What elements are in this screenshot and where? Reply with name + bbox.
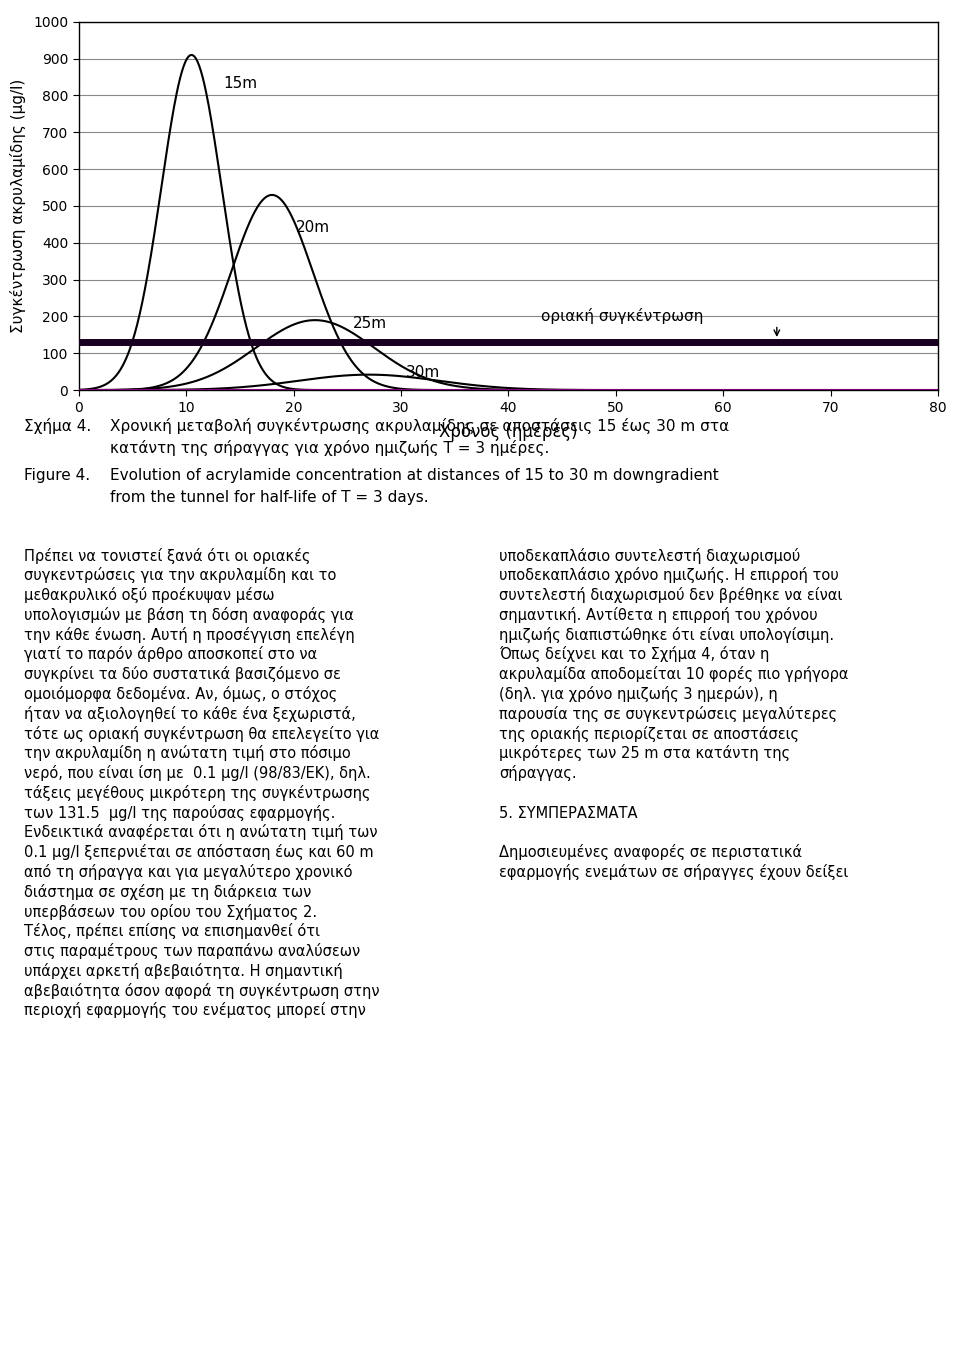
Text: 5. ΣΥΜΠΕΡΑΣΜΑΤΑ: 5. ΣΥΜΠΕΡΑΣΜΑΤΑ [499, 806, 637, 821]
Text: της οριακής περιορίζεται σε αποστάσεις: της οριακής περιορίζεται σε αποστάσεις [499, 726, 799, 742]
Text: τάξεις μεγέθους μικρότερη της συγκέντρωσης: τάξεις μεγέθους μικρότερη της συγκέντρωσ… [24, 784, 371, 801]
Text: γιατί το παρόν άρθρο αποσκοπεί στο να: γιατί το παρόν άρθρο αποσκοπεί στο να [24, 647, 317, 663]
Text: Όπως δείχνει και το Σχήμα 4, όταν η: Όπως δείχνει και το Σχήμα 4, όταν η [499, 647, 770, 663]
Text: υποδεκαπλάσιο συντελεστή διαχωρισμού: υποδεκαπλάσιο συντελεστή διαχωρισμού [499, 547, 801, 563]
Text: υπερβάσεων του ορίου του Σχήματος 2.: υπερβάσεων του ορίου του Σχήματος 2. [24, 903, 317, 919]
Text: Ενδεικτικά αναφέρεται ότι η ανώτατη τιμή των: Ενδεικτικά αναφέρεται ότι η ανώτατη τιμή… [24, 824, 377, 840]
Text: Πρέπει να τονιστεί ξανά ότι οι οριακές: Πρέπει να τονιστεί ξανά ότι οι οριακές [24, 547, 310, 563]
Text: νερό, που είναι ίση με  0.1 μg/l (98/83/ΕΚ), δηλ.: νερό, που είναι ίση με 0.1 μg/l (98/83/Ε… [24, 765, 371, 782]
Y-axis label: Συγκέντρωση ακρυλαμίδης (μg/l): Συγκέντρωση ακρυλαμίδης (μg/l) [11, 79, 26, 333]
Text: συγκρίνει τα δύο συστατικά βασιζόμενο σε: συγκρίνει τα δύο συστατικά βασιζόμενο σε [24, 666, 341, 682]
Text: την ακρυλαμίδη η ανώτατη τιμή στο πόσιμο: την ακρυλαμίδη η ανώτατη τιμή στο πόσιμο [24, 745, 350, 761]
Text: ακρυλαμίδα αποδομείται 10 φορές πιο γρήγορα: ακρυλαμίδα αποδομείται 10 φορές πιο γρήγ… [499, 666, 849, 682]
Text: από τη σήραγγα και για μεγαλύτερο χρονικό: από τη σήραγγα και για μεγαλύτερο χρονικ… [24, 863, 352, 880]
Text: εφαρμογής ενεμάτων σε σήραγγες έχουν δείξει: εφαρμογής ενεμάτων σε σήραγγες έχουν δεί… [499, 863, 849, 880]
Text: (δηλ. για χρόνο ημιζωής 3 ημερών), η: (δηλ. για χρόνο ημιζωής 3 ημερών), η [499, 686, 778, 702]
Text: υπολογισμών με βάση τη δόση αναφοράς για: υπολογισμών με βάση τη δόση αναφοράς για [24, 607, 354, 623]
Text: υπάρχει αρκετή αβεβαιότητα. Η σημαντική: υπάρχει αρκετή αβεβαιότητα. Η σημαντική [24, 963, 343, 979]
Text: σημαντική. Αντίθετα η επιρροή του χρόνου: σημαντική. Αντίθετα η επιρροή του χρόνου [499, 607, 818, 623]
Text: στις παραμέτρους των παραπάνω αναλύσεων: στις παραμέτρους των παραπάνω αναλύσεων [24, 943, 360, 959]
Text: Χρονική μεταβολή συγκέντρωσης ακρυλαμίδης σε αποστάσεις 15 έως 30 m στα: Χρονική μεταβολή συγκέντρωσης ακρυλαμίδη… [110, 417, 730, 434]
Text: Σχήμα 4.: Σχήμα 4. [24, 417, 91, 434]
Text: συγκεντρώσεις για την ακρυλαμίδη και το: συγκεντρώσεις για την ακρυλαμίδη και το [24, 567, 336, 584]
Text: αβεβαιότητα όσον αφορά τη συγκέντρωση στην: αβεβαιότητα όσον αφορά τη συγκέντρωση στ… [24, 982, 379, 998]
Text: σήραγγας.: σήραγγας. [499, 765, 577, 782]
Text: 0.1 μg/l ξεπερνιέται σε απόσταση έως και 60 m: 0.1 μg/l ξεπερνιέται σε απόσταση έως και… [24, 844, 373, 861]
Text: ημιζωής διαπιστώθηκε ότι είναι υπολογίσιμη.: ημιζωής διαπιστώθηκε ότι είναι υπολογίσι… [499, 626, 834, 642]
Text: from the tunnel for half-life of T = 3 days.: from the tunnel for half-life of T = 3 d… [110, 490, 429, 505]
Text: Evolution of acrylamide concentration at distances of 15 to 30 m downgradient: Evolution of acrylamide concentration at… [110, 468, 719, 483]
Text: μεθακρυλικό οξύ προέκυψαν μέσω: μεθακρυλικό οξύ προέκυψαν μέσω [24, 587, 275, 603]
Text: ομοιόμορφα δεδομένα. Αν, όμως, ο στόχος: ομοιόμορφα δεδομένα. Αν, όμως, ο στόχος [24, 686, 337, 702]
Text: μικρότερες των 25 m στα κατάντη της: μικρότερες των 25 m στα κατάντη της [499, 745, 790, 761]
Text: Δημοσιευμένες αναφορές σε περιστατικά: Δημοσιευμένες αναφορές σε περιστατικά [499, 844, 803, 861]
Text: 15m: 15m [224, 76, 258, 91]
Text: των 131.5  μg/l της παρούσας εφαρμογής.: των 131.5 μg/l της παρούσας εφαρμογής. [24, 805, 335, 821]
Text: την κάθε ένωση. Αυτή η προσέγγιση επελέγη: την κάθε ένωση. Αυτή η προσέγγιση επελέγ… [24, 626, 355, 642]
Text: υποδεκαπλάσιο χρόνο ημιζωής. Η επιρροή του: υποδεκαπλάσιο χρόνο ημιζωής. Η επιρροή τ… [499, 567, 839, 584]
X-axis label: Χρόνος (ημέρες): Χρόνος (ημέρες) [439, 423, 578, 442]
Text: ήταν να αξιολογηθεί το κάθε ένα ξεχωριστά,: ήταν να αξιολογηθεί το κάθε ένα ξεχωριστ… [24, 705, 356, 722]
Text: τότε ως οριακή συγκέντρωση θα επελεγείτο για: τότε ως οριακή συγκέντρωση θα επελεγείτο… [24, 726, 379, 742]
Text: οριακή συγκέντρωση: οριακή συγκέντρωση [540, 308, 703, 323]
Text: Figure 4.: Figure 4. [24, 468, 90, 483]
Text: παρουσία της σε συγκεντρώσεις μεγαλύτερες: παρουσία της σε συγκεντρώσεις μεγαλύτερε… [499, 705, 837, 722]
Text: 30m: 30m [406, 366, 441, 381]
Text: περιοχή εφαρμογής του ενέματος μπορεί στην: περιοχή εφαρμογής του ενέματος μπορεί στ… [24, 1003, 366, 1019]
Text: 20m: 20m [296, 220, 330, 235]
Text: κατάντη της σήραγγας για χρόνο ημιζωής T = 3 ημέρες.: κατάντη της σήραγγας για χρόνο ημιζωής T… [110, 439, 550, 456]
Text: Τέλος, πρέπει επίσης να επισημανθεί ότι: Τέλος, πρέπει επίσης να επισημανθεί ότι [24, 923, 320, 940]
Text: 25m: 25m [352, 316, 387, 331]
Text: διάστημα σε σχέση με τη διάρκεια των: διάστημα σε σχέση με τη διάρκεια των [24, 884, 311, 900]
Text: συντελεστή διαχωρισμού δεν βρέθηκε να είναι: συντελεστή διαχωρισμού δεν βρέθηκε να εί… [499, 587, 843, 603]
